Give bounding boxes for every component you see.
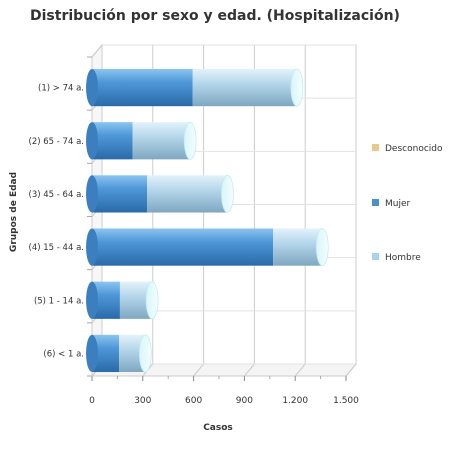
bar-base-cap: [86, 334, 98, 373]
legend-swatch-desconocido: [372, 144, 379, 151]
x-tick-label: 600: [185, 396, 202, 406]
bar-segment-mujer: [92, 228, 274, 266]
legend-label-mujer: Mujer: [385, 199, 411, 209]
bar-end-cap: [290, 68, 304, 107]
y-axis-title: Grupos de Edad: [9, 172, 19, 252]
labels-layer: 0 300 600 900 1.200 1.500 (1) > 74 a. (2) 65 - …: [29, 84, 360, 406]
x-tick-label: 300: [134, 396, 151, 406]
x-floor-gridline: [193, 363, 204, 377]
x-floor-gridline: [345, 363, 357, 377]
x-tick-label: 0: [89, 396, 95, 406]
bar-base-cap: [86, 228, 98, 266]
bars-layer: [86, 68, 329, 373]
legend: Desconocido Mujer Hombre: [372, 144, 443, 263]
x-floor-gridline: [244, 363, 255, 377]
y-tick-label: (6) < 1 a.: [43, 349, 84, 359]
bar-segment-mujer: [92, 175, 148, 213]
bar-end-cap: [145, 281, 159, 320]
bar-end-cap: [183, 121, 197, 160]
x-tick-label: 1.200: [282, 396, 308, 406]
y-tick-label: (1) > 74 a.: [38, 84, 84, 94]
bar-segment-hombre: [132, 122, 191, 160]
x-tick-label: 900: [236, 396, 253, 406]
chart-title: Distribución por sexo y edad. (Hospitali…: [30, 8, 400, 24]
bar-end-cap: [221, 174, 234, 213]
y-tick-label: (4) 15 - 44 a.: [29, 243, 84, 253]
y-tick-label: (2) 65 - 74 a.: [29, 137, 84, 147]
legend-label-desconocido: Desconocido: [385, 144, 443, 154]
bar-segment-mujer: [92, 122, 133, 160]
bar-segment-hombre: [273, 228, 323, 266]
legend-swatch-hombre: [372, 253, 379, 260]
y-tick-label: (3) 45 - 64 a.: [29, 190, 84, 200]
bar-base-cap: [86, 281, 98, 319]
x-floor-gridline: [294, 363, 306, 377]
bar-end-cap: [315, 228, 329, 267]
bar-segment-hombre: [147, 175, 228, 213]
legend-label-hombre: Hombre: [385, 253, 421, 263]
bar-end-cap: [138, 334, 152, 373]
y-tick-label: (5) 1 - 14 a.: [34, 296, 84, 306]
legend-swatch-mujer: [372, 199, 379, 206]
y-band-separator: [91, 44, 103, 58]
bar-segment-hombre: [192, 68, 297, 107]
bar-segment-mujer: [92, 68, 193, 107]
bar-base-cap: [86, 122, 98, 160]
bar-base-cap: [86, 175, 98, 213]
x-tick-label: 1.500: [333, 396, 359, 406]
x-axis-title: Casos: [203, 423, 233, 433]
bar-base-cap: [86, 68, 98, 107]
